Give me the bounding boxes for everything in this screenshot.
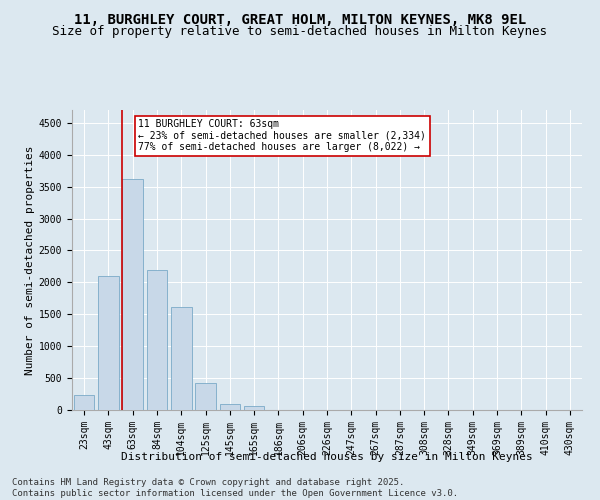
- Bar: [98, 276, 119, 410]
- Bar: [195, 382, 216, 410]
- Text: Contains HM Land Registry data © Crown copyright and database right 2025.
Contai: Contains HM Land Registry data © Crown c…: [12, 478, 458, 498]
- Text: 11, BURGHLEY COURT, GREAT HOLM, MILTON KEYNES, MK8 9EL: 11, BURGHLEY COURT, GREAT HOLM, MILTON K…: [74, 12, 526, 26]
- Y-axis label: Number of semi-detached properties: Number of semi-detached properties: [25, 145, 35, 375]
- Bar: [74, 396, 94, 410]
- Text: Size of property relative to semi-detached houses in Milton Keynes: Size of property relative to semi-detach…: [53, 25, 548, 38]
- Text: 11 BURGHLEY COURT: 63sqm
← 23% of semi-detached houses are smaller (2,334)
77% o: 11 BURGHLEY COURT: 63sqm ← 23% of semi-d…: [139, 119, 426, 152]
- Bar: [146, 270, 167, 410]
- Text: Distribution of semi-detached houses by size in Milton Keynes: Distribution of semi-detached houses by …: [121, 452, 533, 462]
- Bar: [220, 404, 240, 410]
- Bar: [122, 179, 143, 410]
- Bar: [244, 406, 265, 410]
- Bar: [171, 306, 191, 410]
